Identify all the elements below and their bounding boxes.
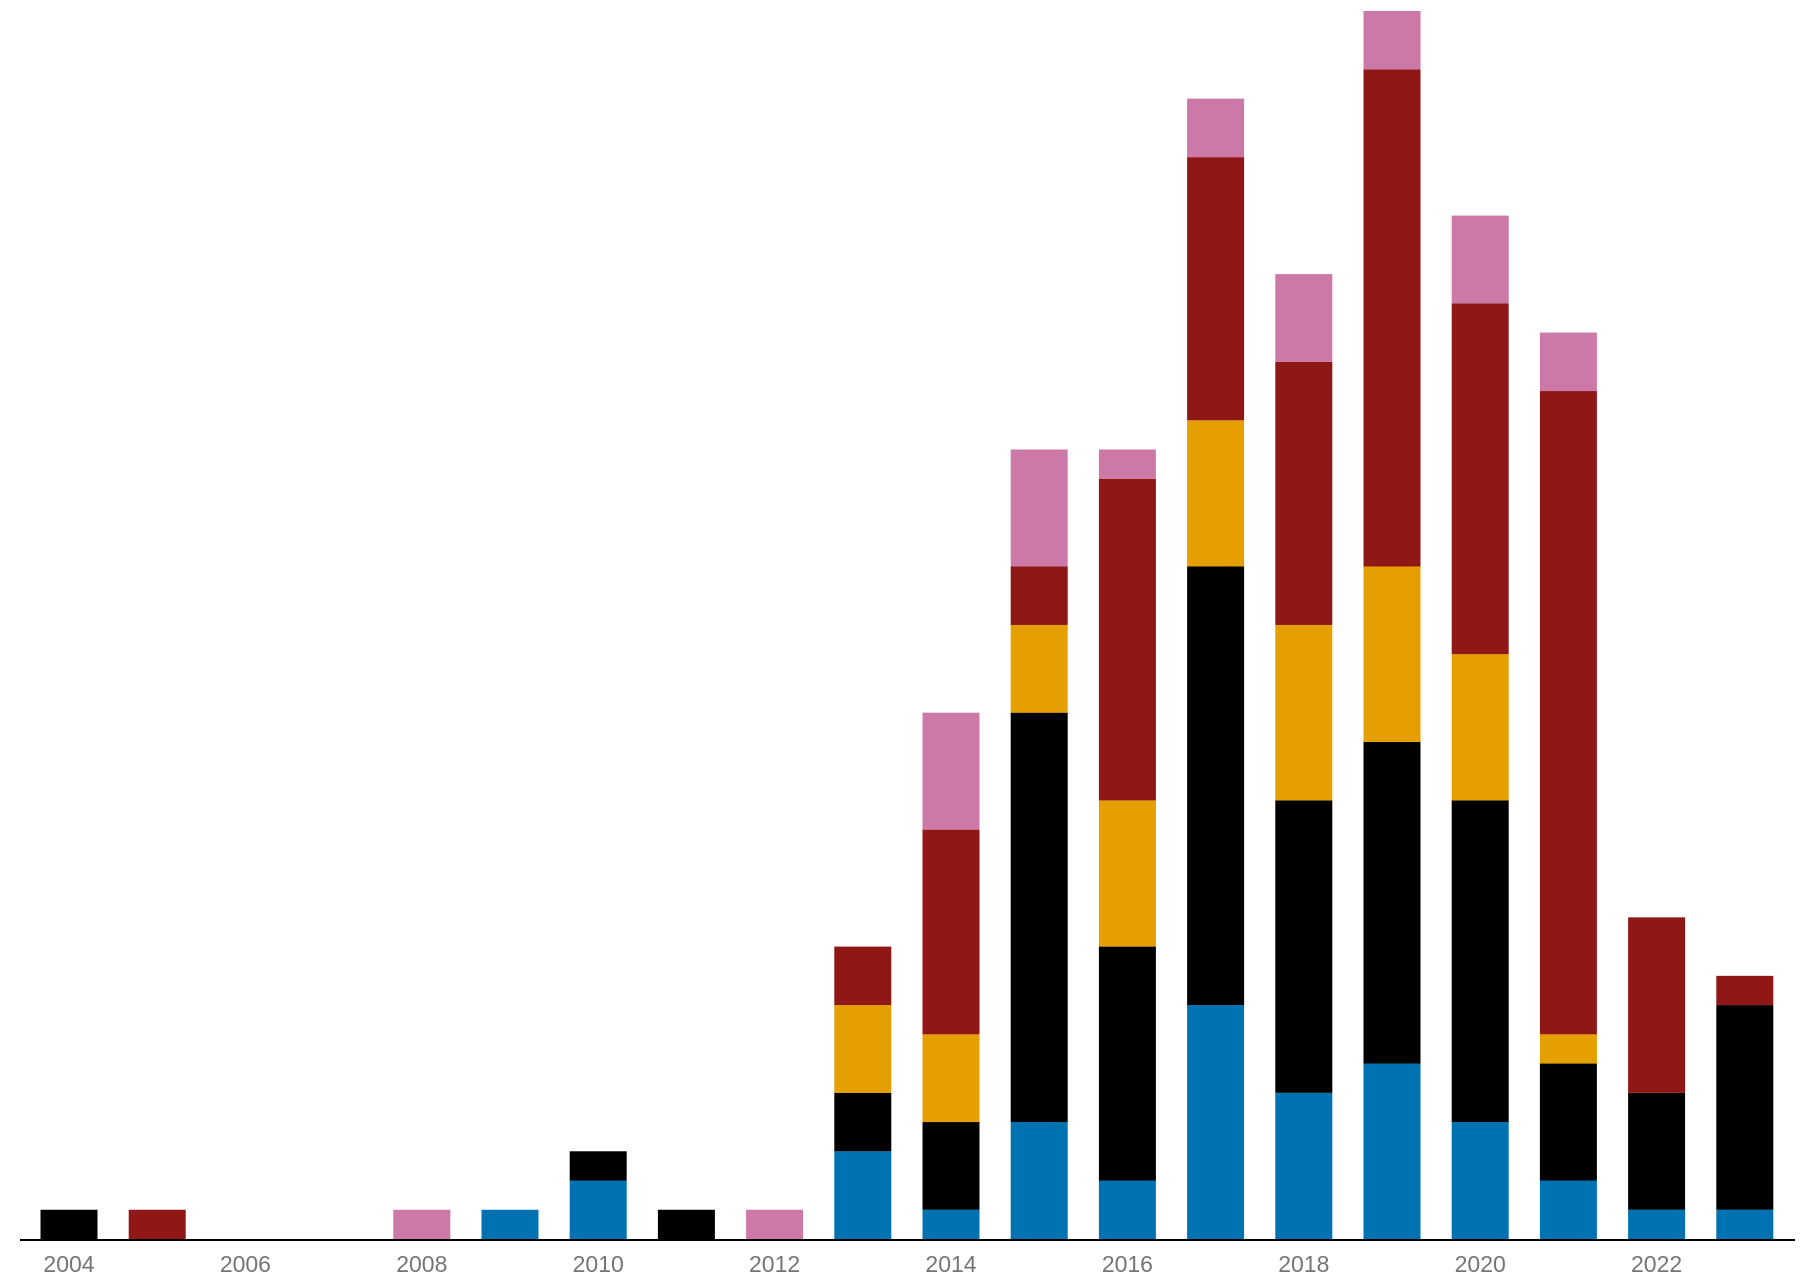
- bar-segment-2020-series-4: [1451, 303, 1509, 655]
- bar-segment-2021-series-5: [1539, 332, 1597, 392]
- bar-segment-2023-series-4: [1716, 975, 1774, 1006]
- bar-segment-2020-series-3: [1451, 654, 1509, 801]
- bar-segment-2010-series-2: [569, 1151, 627, 1181]
- x-tick-label-2010: 2010: [573, 1251, 624, 1277]
- x-tick-label-2018: 2018: [1278, 1251, 1329, 1277]
- bar-segment-2019-series-5: [1363, 10, 1421, 70]
- bar-segment-2013-series-3: [834, 1005, 892, 1093]
- bar-segment-2023-series-2: [1716, 1005, 1774, 1210]
- bar-segment-2013-series-1: [834, 1151, 892, 1239]
- bar-segment-2008-series-5: [393, 1209, 451, 1239]
- bar-segment-2018-series-3: [1275, 624, 1333, 801]
- bar-segment-2021-series-3: [1539, 1034, 1597, 1064]
- bar-segment-2015-series-4: [1010, 566, 1068, 625]
- bar-segment-2020-series-2: [1451, 800, 1509, 1123]
- bar-segment-2019-series-4: [1363, 69, 1421, 567]
- bar-segment-2018-series-4: [1275, 361, 1333, 625]
- bar-segment-2005-series-4: [128, 1209, 186, 1239]
- bar-segment-2017-series-1: [1187, 1005, 1245, 1239]
- bar-segment-2017-series-5: [1187, 98, 1245, 158]
- bar-segment-2014-series-5: [922, 712, 980, 830]
- bar-segment-2019-series-1: [1363, 1063, 1421, 1239]
- bar-segment-2017-series-2: [1187, 566, 1245, 1006]
- bar-segment-2015-series-2: [1010, 712, 1068, 1123]
- bar-segment-2021-series-1: [1539, 1180, 1597, 1239]
- bar-segment-2015-series-3: [1010, 624, 1068, 713]
- x-tick-label-2014: 2014: [925, 1251, 976, 1277]
- bar-segment-2009-series-1: [481, 1209, 539, 1239]
- x-tick-label-2006: 2006: [220, 1251, 271, 1277]
- bar-segment-2020-series-5: [1451, 215, 1509, 304]
- bar-segment-2004-series-2: [40, 1209, 98, 1239]
- x-tick-label-2004: 2004: [43, 1251, 94, 1277]
- bar-segment-2021-series-2: [1539, 1063, 1597, 1181]
- bar-segment-2018-series-1: [1275, 1092, 1333, 1239]
- bar-segment-2017-series-4: [1187, 157, 1245, 421]
- bar-segment-2015-series-1: [1010, 1122, 1068, 1239]
- x-tick-label-2016: 2016: [1102, 1251, 1153, 1277]
- bar-segment-2010-series-1: [569, 1180, 627, 1239]
- x-tick-label-2012: 2012: [749, 1251, 800, 1277]
- bar-segment-2014-series-4: [922, 829, 980, 1035]
- bar-segment-2019-series-2: [1363, 741, 1421, 1064]
- bar-segment-2014-series-1: [922, 1209, 980, 1239]
- bar-segment-2018-series-5: [1275, 274, 1333, 362]
- bar-segment-2016-series-1: [1098, 1180, 1156, 1239]
- x-tick-label-2008: 2008: [396, 1251, 447, 1277]
- x-tick-labels: 2004 2006 2008 2010 2012 2014 2016 2018 2020 2022: [43, 1251, 1682, 1277]
- bar-segment-2016-series-3: [1098, 800, 1156, 947]
- x-tick-label-2020: 2020: [1455, 1251, 1506, 1277]
- bar-segment-2021-series-4: [1539, 391, 1597, 1035]
- bar-segment-2023-series-1: [1716, 1209, 1774, 1239]
- bar-segment-2016-series-2: [1098, 946, 1156, 1181]
- bar-segment-2015-series-5: [1010, 449, 1068, 567]
- x-tick-label-2022: 2022: [1631, 1251, 1682, 1277]
- bar-segment-2014-series-2: [922, 1122, 980, 1210]
- bar-segment-2016-series-5: [1098, 449, 1156, 479]
- bar-segment-2012-series-5: [746, 1209, 804, 1239]
- bars-layer: [40, 10, 1774, 1239]
- bar-segment-2011-series-2: [657, 1209, 715, 1239]
- bar-segment-2016-series-4: [1098, 478, 1156, 801]
- bar-segment-2014-series-3: [922, 1034, 980, 1123]
- bar-segment-2013-series-2: [834, 1092, 892, 1152]
- bar-segment-2022-series-2: [1628, 1092, 1686, 1210]
- bar-segment-2017-series-3: [1187, 420, 1245, 567]
- bar-segment-2013-series-4: [834, 946, 892, 1006]
- bar-segment-2022-series-4: [1628, 917, 1686, 1093]
- bar-segment-2022-series-1: [1628, 1209, 1686, 1239]
- bar-segment-2020-series-1: [1451, 1122, 1509, 1239]
- bar-segment-2018-series-2: [1275, 800, 1333, 1093]
- bar-segment-2019-series-3: [1363, 566, 1421, 742]
